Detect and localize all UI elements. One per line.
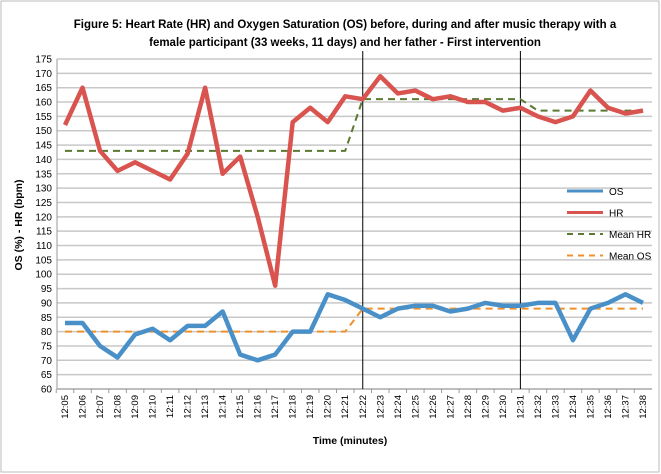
chart-title-line-2: female participant (33 weeks, 11 days) a… [149,37,541,49]
x-tick-label: 12:18 [288,395,299,419]
series-line-mean-hr [65,98,643,152]
y-tick-label: 105 [35,255,52,266]
y-tick-label: 85 [41,313,53,324]
y-tick-label: 130 [35,184,52,195]
x-tick-label: 12:06 [78,395,89,419]
x-tick-label: 12:11 [165,395,176,418]
series-line-os [65,292,644,363]
x-tick-label: 12:19 [305,395,316,419]
y-tick-label: 140 [35,155,52,166]
x-tick-label: 12:34 [568,395,579,419]
x-tick-label: 12:25 [410,395,421,419]
x-tick-label: 12:30 [498,395,509,419]
x-tick-label: 12:28 [463,395,474,419]
x-tick-label: 12:35 [585,395,596,419]
x-tick-label: 12:14 [218,395,229,419]
x-tick-label: 12:05 [60,395,71,419]
y-tick-label: 60 [41,385,53,396]
y-tick-label: 100 [35,270,52,281]
y-tick-label: 150 [35,126,52,137]
y-tick-label: 135 [35,169,52,180]
series-line-hr [62,73,644,288]
y-tick-label: 125 [35,198,52,209]
y-tick-label: 120 [35,212,52,223]
y-tick-label: 175 [35,55,52,66]
x-tick-label: 12:22 [358,395,369,419]
x-tick-label: 12:37 [620,395,631,419]
y-tick-label: 165 [35,83,52,94]
x-tick-label: 12:17 [270,395,281,419]
x-tick-label: 12:23 [375,395,386,419]
y-tick-label: 155 [35,112,52,123]
x-tick-label: 12:10 [148,395,159,419]
y-tick-label: 95 [41,284,53,295]
x-tick-label: 12:36 [603,395,614,419]
x-tick-label: 12:24 [393,395,404,419]
legend-label: Mean HR [609,230,651,241]
x-tick-label: 12:09 [130,395,141,419]
x-tick-label: 12:26 [428,395,439,419]
x-tick-label: 12:27 [445,395,456,419]
x-tick-label: 12:31 [515,395,526,419]
legend-label: Mean OS [609,252,652,263]
y-tick-label: 80 [41,327,53,338]
y-tick-label: 170 [35,69,52,80]
y-tick-label: 115 [36,227,52,238]
x-tick-label: 12:08 [113,395,124,419]
x-tick-label: 12:13 [200,395,211,419]
x-tick-label: 12:16 [253,395,264,419]
x-axis-label: Time (minutes) [313,435,387,447]
y-tick-label: 65 [41,370,53,381]
y-tick-label: 160 [35,98,52,109]
x-tick-label: 12:15 [235,395,246,419]
x-tick-label: 12:07 [95,395,106,419]
x-tick-label: 12:12 [183,395,194,419]
y-tick-label: 70 [41,356,53,367]
y-axis-label: OS (%) - HR (bpm) [13,180,25,271]
y-tick-label: 145 [35,141,52,152]
chart-title-line-1: Figure 5: Heart Rate (HR) and Oxygen Sat… [74,19,617,31]
y-tick-label: 75 [41,341,53,352]
legend-label: OS [609,187,624,198]
x-tick-label: 12:21 [340,395,351,419]
x-tick-label: 12:32 [533,395,544,419]
x-tick-label: 12:33 [550,395,561,419]
x-tick-label: 12:29 [480,395,491,419]
legend-label: HR [609,209,623,220]
x-tick-label: 12:38 [638,395,649,419]
y-tick-label: 90 [41,298,53,309]
y-tick-label: 110 [36,241,52,252]
series-line-mean-os [65,307,643,333]
x-tick-label: 12:20 [323,395,334,419]
